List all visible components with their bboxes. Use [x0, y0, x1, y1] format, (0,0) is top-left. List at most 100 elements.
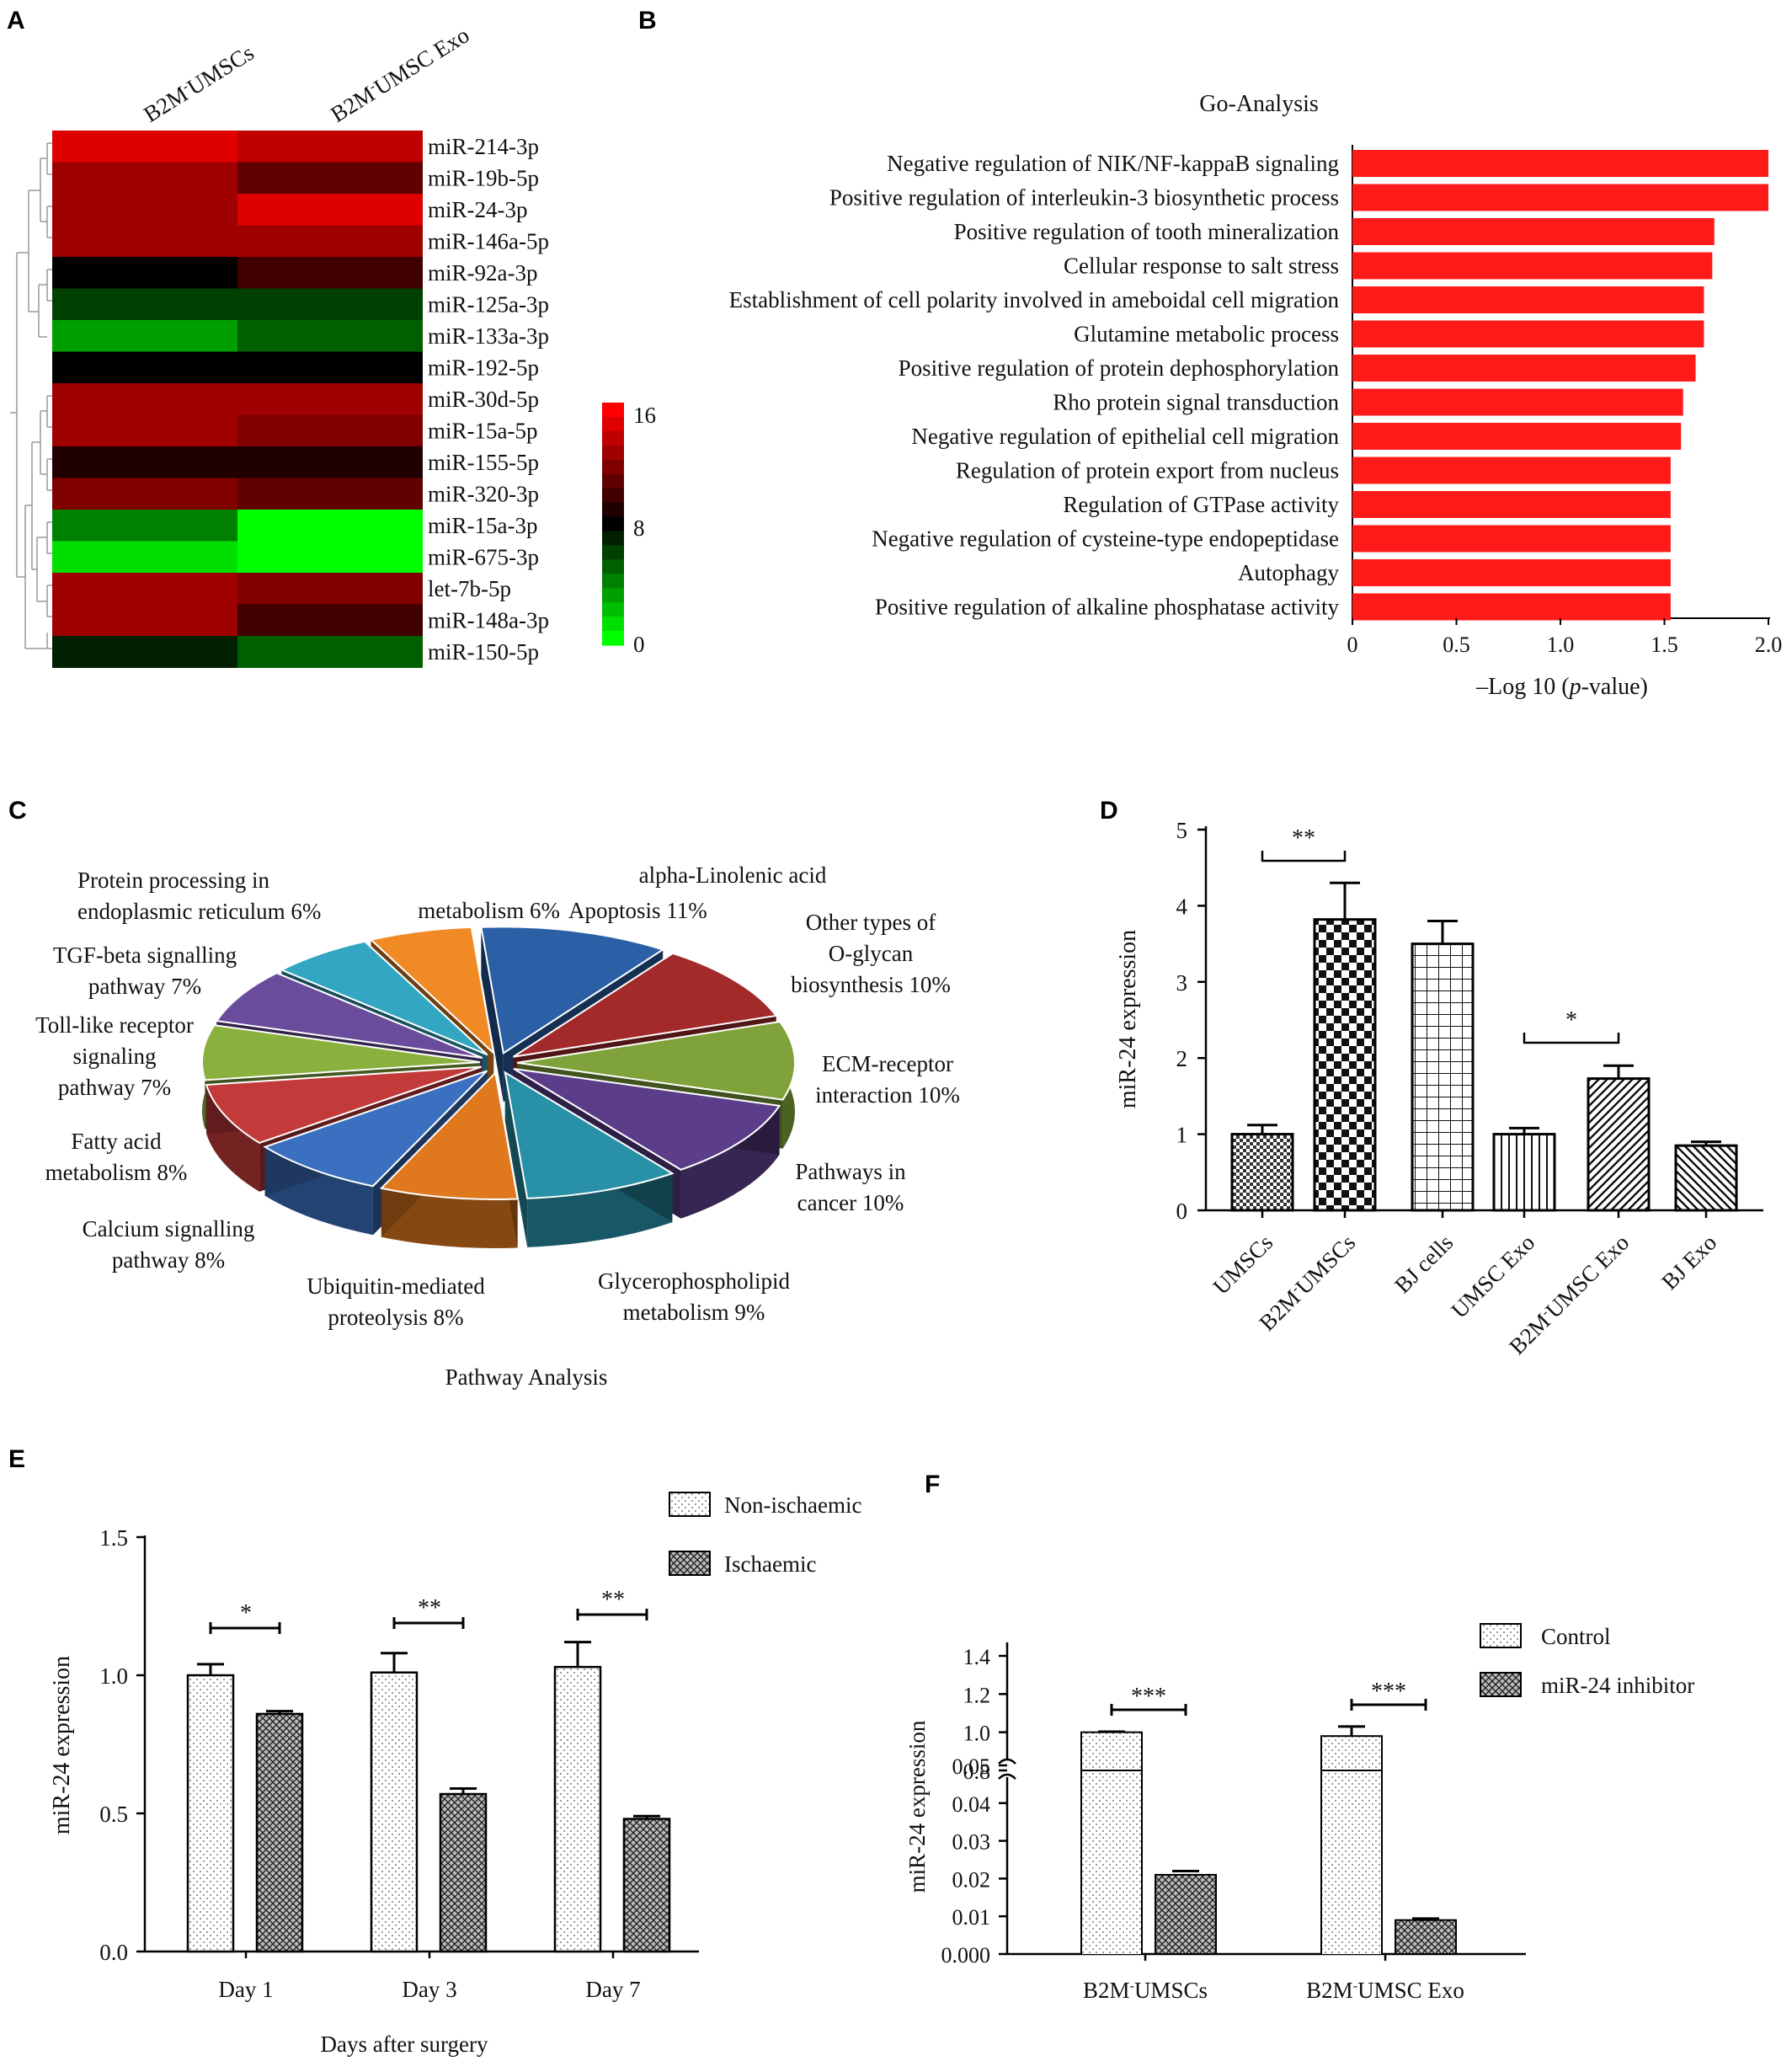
d-significance-bracket [1261, 851, 1347, 862]
heatmap-cell [52, 194, 237, 226]
e-bar [186, 1674, 235, 1953]
f-axis-break [998, 1758, 1016, 1780]
f-x-tick-label: B2M-UMSC Exo [1306, 1978, 1464, 2003]
pie-slice-label: alpha-Linolenic acid [639, 862, 827, 888]
pie-slice-label: proteolysis 8% [328, 1305, 463, 1330]
colorbar-segment [602, 430, 624, 446]
heatmap-cell [237, 604, 423, 637]
e-x-tick-label: Day 7 [585, 1977, 640, 2002]
f-bar-lower [1081, 1765, 1142, 1954]
heatmap-cell [237, 541, 423, 574]
colorbar-segment [602, 559, 624, 574]
heatmap-row-label: miR-133a-3p [428, 323, 549, 349]
heatmap-row-label: miR-92a-3p [428, 260, 537, 286]
panel-label-a: A [7, 7, 25, 35]
heatmap-cell [52, 257, 237, 289]
go-category-label: Positive regulation of tooth mineralizat… [954, 219, 1340, 244]
f-y-tick-label: 0.02 [952, 1867, 991, 1892]
pie-slice-label: Ubiquitin-mediated [307, 1273, 485, 1299]
heatmap-cell [237, 257, 423, 289]
f-y-tick-label: 0.04 [952, 1792, 991, 1817]
colorbar-segment [602, 473, 624, 489]
f-y-tick-label: 1.4 [963, 1645, 991, 1669]
pie-slice-label: Other types of [806, 910, 936, 935]
colorbar-tick-label: 16 [633, 403, 656, 428]
e-significance-bracket [576, 1609, 648, 1621]
go-bar [1352, 388, 1683, 416]
heatmap-cell [237, 383, 423, 415]
e-y-tick-label: 0.5 [99, 1802, 128, 1827]
colorbar-segment [602, 416, 624, 432]
go-category-label: Negative regulation of NIK/NF-kappaB sig… [887, 151, 1339, 176]
f-y-tick-label: 0.000 [941, 1943, 991, 1968]
heatmap-cell [52, 288, 237, 321]
d-bar [1313, 918, 1377, 1212]
f-legend-swatch [1480, 1672, 1522, 1697]
colorbar-segment [602, 631, 624, 646]
heatmap-cell [237, 510, 423, 542]
d-x-tick-label: UMSC Exo [1446, 1230, 1539, 1323]
go-x-tick-label: 1.5 [1651, 633, 1678, 657]
go-x-tick-label: 1.0 [1547, 633, 1575, 657]
heatmap-row-label: miR-24-3p [428, 197, 528, 222]
heatmap-cell [52, 636, 237, 668]
panel-b-go-analysis: Go-Analysis Negative regulation of NIK/NF… [729, 91, 1783, 700]
go-x-tick-label: 2.0 [1755, 633, 1783, 657]
pie-slice [379, 1071, 519, 1200]
colorbar-tick-label: 8 [633, 515, 645, 541]
heatmap-row-label: miR-675-3p [428, 545, 539, 570]
e-legend-swatch [669, 1551, 711, 1576]
e-x-axis-label: Days after surgery [321, 2032, 488, 2057]
d-significance-bracket [1523, 1033, 1620, 1044]
panel-label-c: C [8, 797, 27, 825]
d-y-tick-label: 0 [1176, 1199, 1188, 1224]
panel-label-d: D [1100, 797, 1118, 825]
go-category-label: Establishment of cell polarity involved … [729, 287, 1340, 312]
d-y-tick-label: 2 [1176, 1046, 1188, 1071]
d-x-tick-label: BJ cells [1389, 1230, 1458, 1298]
d-bar [1492, 1133, 1556, 1212]
d-y-axis-label: miR-24 expression [1115, 930, 1141, 1108]
heatmap-row-label: miR-19b-5p [428, 166, 539, 191]
f-x-tick-label: B2M-UMSCs [1083, 1978, 1208, 2003]
e-legend-swatch [669, 1492, 711, 1517]
pie-slice-label: Apoptosis 11% [568, 898, 707, 923]
pie-slice-label: Fatty acid [71, 1129, 162, 1154]
panel-label-f: F [925, 1471, 940, 1498]
go-category-label: Regulation of protein export from nucleu… [956, 458, 1339, 483]
heatmap-row-label: miR-150-5p [428, 639, 539, 665]
pie-slice [504, 1071, 675, 1199]
e-bar [370, 1671, 419, 1953]
e-bar [622, 1818, 671, 1953]
go-x-tick-label: 0 [1347, 633, 1358, 657]
pie-slice-wall [504, 1072, 528, 1247]
heatmap-cell [237, 225, 423, 258]
colorbar-segment [602, 403, 624, 418]
e-x-tick-label: Day 1 [218, 1977, 273, 2002]
d-y-tick-label: 5 [1176, 818, 1188, 843]
d-bar [1230, 1133, 1294, 1212]
f-y-axis-label: miR-24 expression [904, 1720, 930, 1893]
heatmap-cell [52, 541, 237, 574]
heatmap-row-label: miR-214-3p [428, 134, 539, 159]
heatmap-row-label: miR-320-3p [428, 482, 539, 507]
heatmap-cell [52, 383, 237, 415]
f-significance-bracket [1350, 1699, 1427, 1711]
colorbar-segment [602, 617, 624, 632]
heatmap-column-label: B2M-UMSC Exo [326, 22, 473, 127]
colorbar-segment [602, 445, 624, 461]
pie-slice-side [381, 1188, 518, 1248]
heatmap-cell [237, 446, 423, 478]
pie-slice-label: interaction 10% [815, 1082, 960, 1108]
heatmap-cell [52, 320, 237, 352]
pie-slice-label: Protein processing in [77, 868, 269, 893]
heatmap-cell [52, 478, 237, 510]
pie-slice [279, 940, 488, 1056]
heatmap-row-label: miR-125a-3p [428, 292, 549, 318]
heatmap-cell [237, 478, 423, 510]
go-category-label: Positive regulation of interleukin-3 bio… [829, 185, 1339, 211]
f-significance-marker: *** [1371, 1679, 1406, 1705]
colorbar-segment [602, 545, 624, 560]
pie-slice [480, 926, 665, 1055]
